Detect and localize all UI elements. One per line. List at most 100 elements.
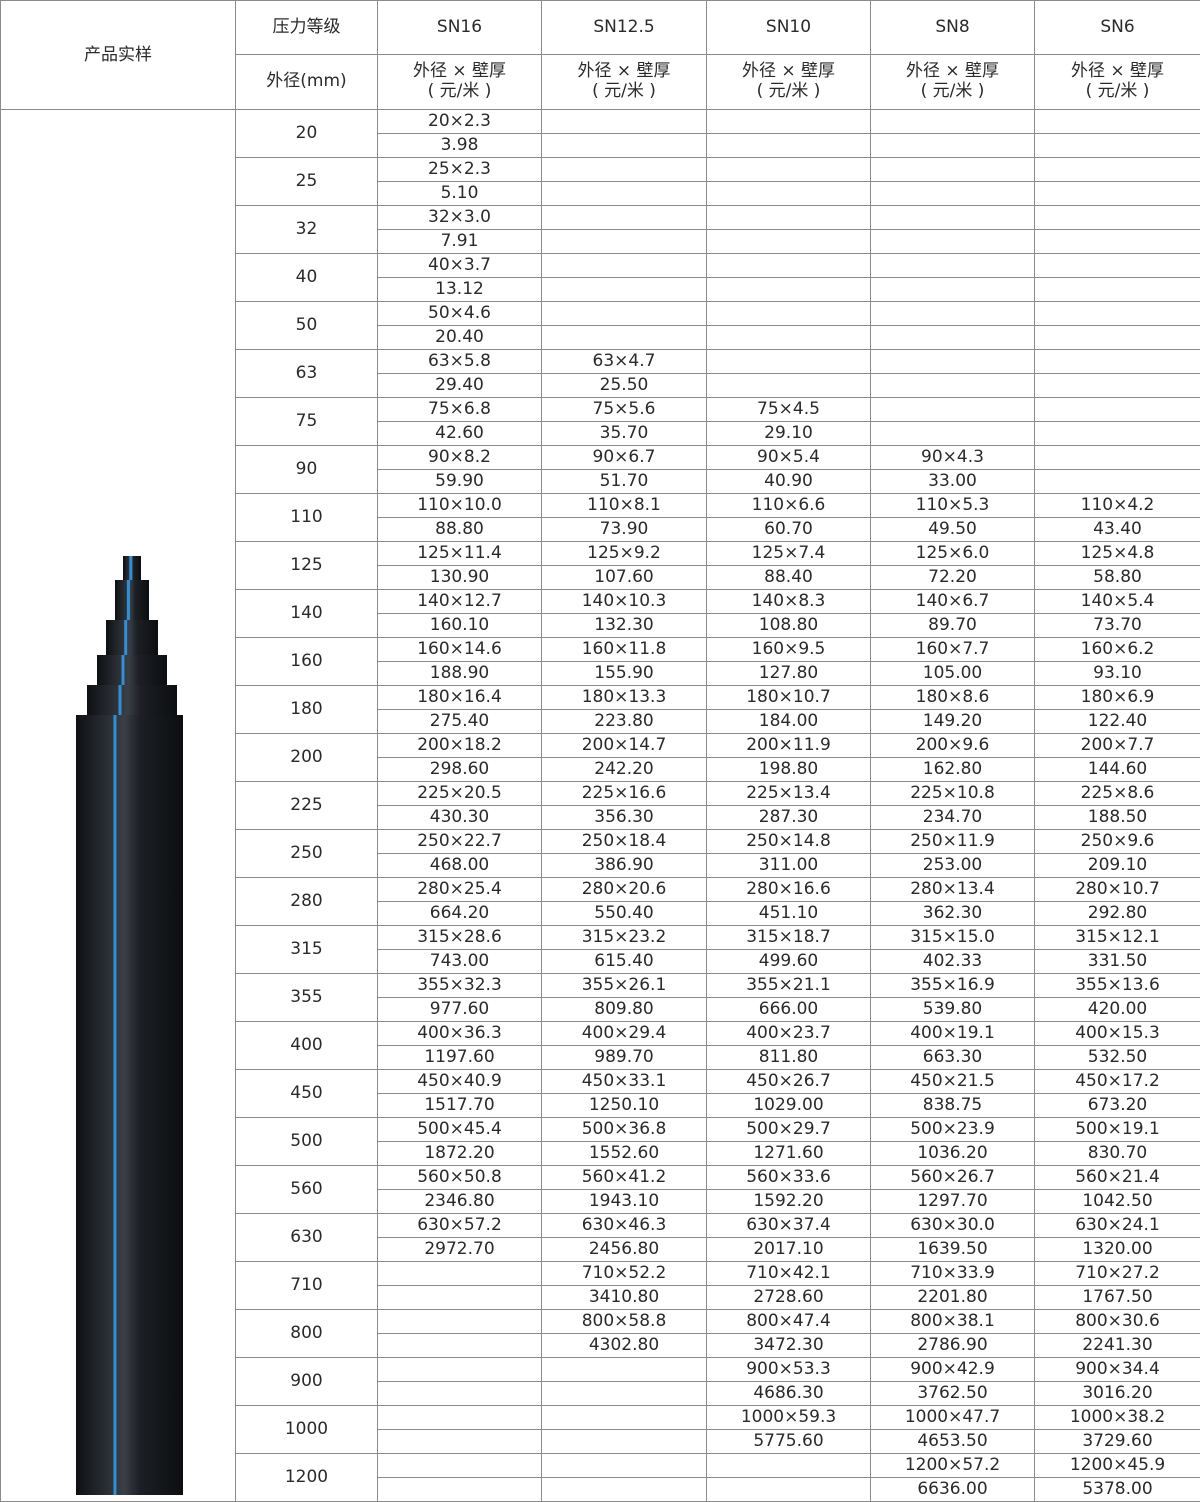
spec-cell [378, 1358, 542, 1382]
price-cell: 6636.00 [871, 1478, 1035, 1502]
price-cell [707, 326, 871, 350]
spec-cell: 75×6.8 [378, 398, 542, 422]
price-cell [871, 278, 1035, 302]
price-cell: 1592.20 [707, 1190, 871, 1214]
spec-cell: 125×7.4 [707, 542, 871, 566]
price-cell: 35.70 [542, 422, 707, 446]
spec-cell: 280×25.4 [378, 878, 542, 902]
price-cell: 160.10 [378, 614, 542, 638]
price-cell: 188.90 [378, 662, 542, 686]
outer-diameter: 40 [236, 254, 378, 302]
spec-label: 外径 × 壁厚 [707, 62, 870, 82]
spec-cell [871, 350, 1035, 374]
outer-diameter: 500 [236, 1118, 378, 1166]
price-cell: 275.40 [378, 710, 542, 734]
price-cell: 1297.70 [871, 1190, 1035, 1214]
spec-cell: 630×24.1 [1035, 1214, 1200, 1238]
spec-cell: 450×17.2 [1035, 1070, 1200, 1094]
od-label: 外径(mm) [236, 55, 378, 110]
spec-cell: 90×6.7 [542, 446, 707, 470]
price-cell: 550.40 [542, 902, 707, 926]
spec-cell: 125×11.4 [378, 542, 542, 566]
price-cell: 532.50 [1035, 1046, 1200, 1070]
price-cell [542, 1478, 707, 1502]
unit-label: ( 元/米 ) [1035, 82, 1200, 102]
price-cell [542, 278, 707, 302]
grade-sn12-5: SN12.5 [542, 1, 707, 55]
spec-cell: 630×46.3 [542, 1214, 707, 1238]
spec-cell [871, 398, 1035, 422]
price-cell: 2972.70 [378, 1238, 542, 1262]
spec-cell: 560×21.4 [1035, 1166, 1200, 1190]
outer-diameter: 630 [236, 1214, 378, 1262]
price-cell: 2241.30 [1035, 1334, 1200, 1358]
spec-unit-header: 外径 × 壁厚( 元/米 ) [871, 55, 1035, 110]
spec-cell [378, 1262, 542, 1286]
price-cell [542, 326, 707, 350]
price-cell: 234.70 [871, 806, 1035, 830]
spec-cell [707, 254, 871, 278]
spec-cell [542, 254, 707, 278]
spec-cell [1035, 110, 1200, 134]
price-cell [1035, 326, 1200, 350]
price-cell: 1767.50 [1035, 1286, 1200, 1310]
price-cell: 43.40 [1035, 518, 1200, 542]
spec-cell: 200×18.2 [378, 734, 542, 758]
price-cell: 809.80 [542, 998, 707, 1022]
spec-cell: 800×58.8 [542, 1310, 707, 1334]
price-cell [707, 182, 871, 206]
spec-cell: 355×21.1 [707, 974, 871, 998]
price-cell: 2017.10 [707, 1238, 871, 1262]
grade-sn6: SN6 [1035, 1, 1200, 55]
price-cell: 615.40 [542, 950, 707, 974]
spec-cell: 400×23.7 [707, 1022, 871, 1046]
spec-cell: 225×10.8 [871, 782, 1035, 806]
outer-diameter: 50 [236, 302, 378, 350]
price-cell: 4653.50 [871, 1430, 1035, 1454]
spec-unit-header: 外径 × 壁厚( 元/米 ) [542, 55, 707, 110]
price-cell [1035, 278, 1200, 302]
price-cell [871, 326, 1035, 350]
spec-cell: 250×22.7 [378, 830, 542, 854]
price-cell: 162.80 [871, 758, 1035, 782]
price-cell: 298.60 [378, 758, 542, 782]
price-cell: 2201.80 [871, 1286, 1035, 1310]
spec-cell: 250×14.8 [707, 830, 871, 854]
price-cell: 3729.60 [1035, 1430, 1200, 1454]
price-cell [542, 134, 707, 158]
price-cell [707, 1478, 871, 1502]
spec-cell: 400×19.1 [871, 1022, 1035, 1046]
spec-cell: 140×12.7 [378, 590, 542, 614]
price-cell: 5775.60 [707, 1430, 871, 1454]
spec-cell: 110×8.1 [542, 494, 707, 518]
spec-cell: 200×9.6 [871, 734, 1035, 758]
price-cell [1035, 134, 1200, 158]
spec-cell: 355×26.1 [542, 974, 707, 998]
price-cell: 105.00 [871, 662, 1035, 686]
spec-cell: 1200×57.2 [871, 1454, 1035, 1478]
price-cell [378, 1478, 542, 1502]
spec-cell: 140×8.3 [707, 590, 871, 614]
spec-cell: 280×20.6 [542, 878, 707, 902]
spec-cell: 110×6.6 [707, 494, 871, 518]
spec-label: 外径 × 壁厚 [1035, 62, 1200, 82]
price-cell: 3472.30 [707, 1334, 871, 1358]
spec-cell: 450×26.7 [707, 1070, 871, 1094]
spec-cell: 180×8.6 [871, 686, 1035, 710]
price-cell: 88.40 [707, 566, 871, 590]
spec-cell: 315×23.2 [542, 926, 707, 950]
spec-cell [871, 158, 1035, 182]
spec-cell: 560×41.2 [542, 1166, 707, 1190]
price-cell: 127.80 [707, 662, 871, 686]
spec-cell: 180×13.3 [542, 686, 707, 710]
spec-cell: 1000×38.2 [1035, 1406, 1200, 1430]
spec-cell: 20×2.3 [378, 110, 542, 134]
outer-diameter: 900 [236, 1358, 378, 1406]
price-cell: 51.70 [542, 470, 707, 494]
spec-cell [542, 110, 707, 134]
price-cell: 420.00 [1035, 998, 1200, 1022]
spec-cell [871, 302, 1035, 326]
spec-cell: 280×10.7 [1035, 878, 1200, 902]
outer-diameter: 63 [236, 350, 378, 398]
price-cell [542, 230, 707, 254]
